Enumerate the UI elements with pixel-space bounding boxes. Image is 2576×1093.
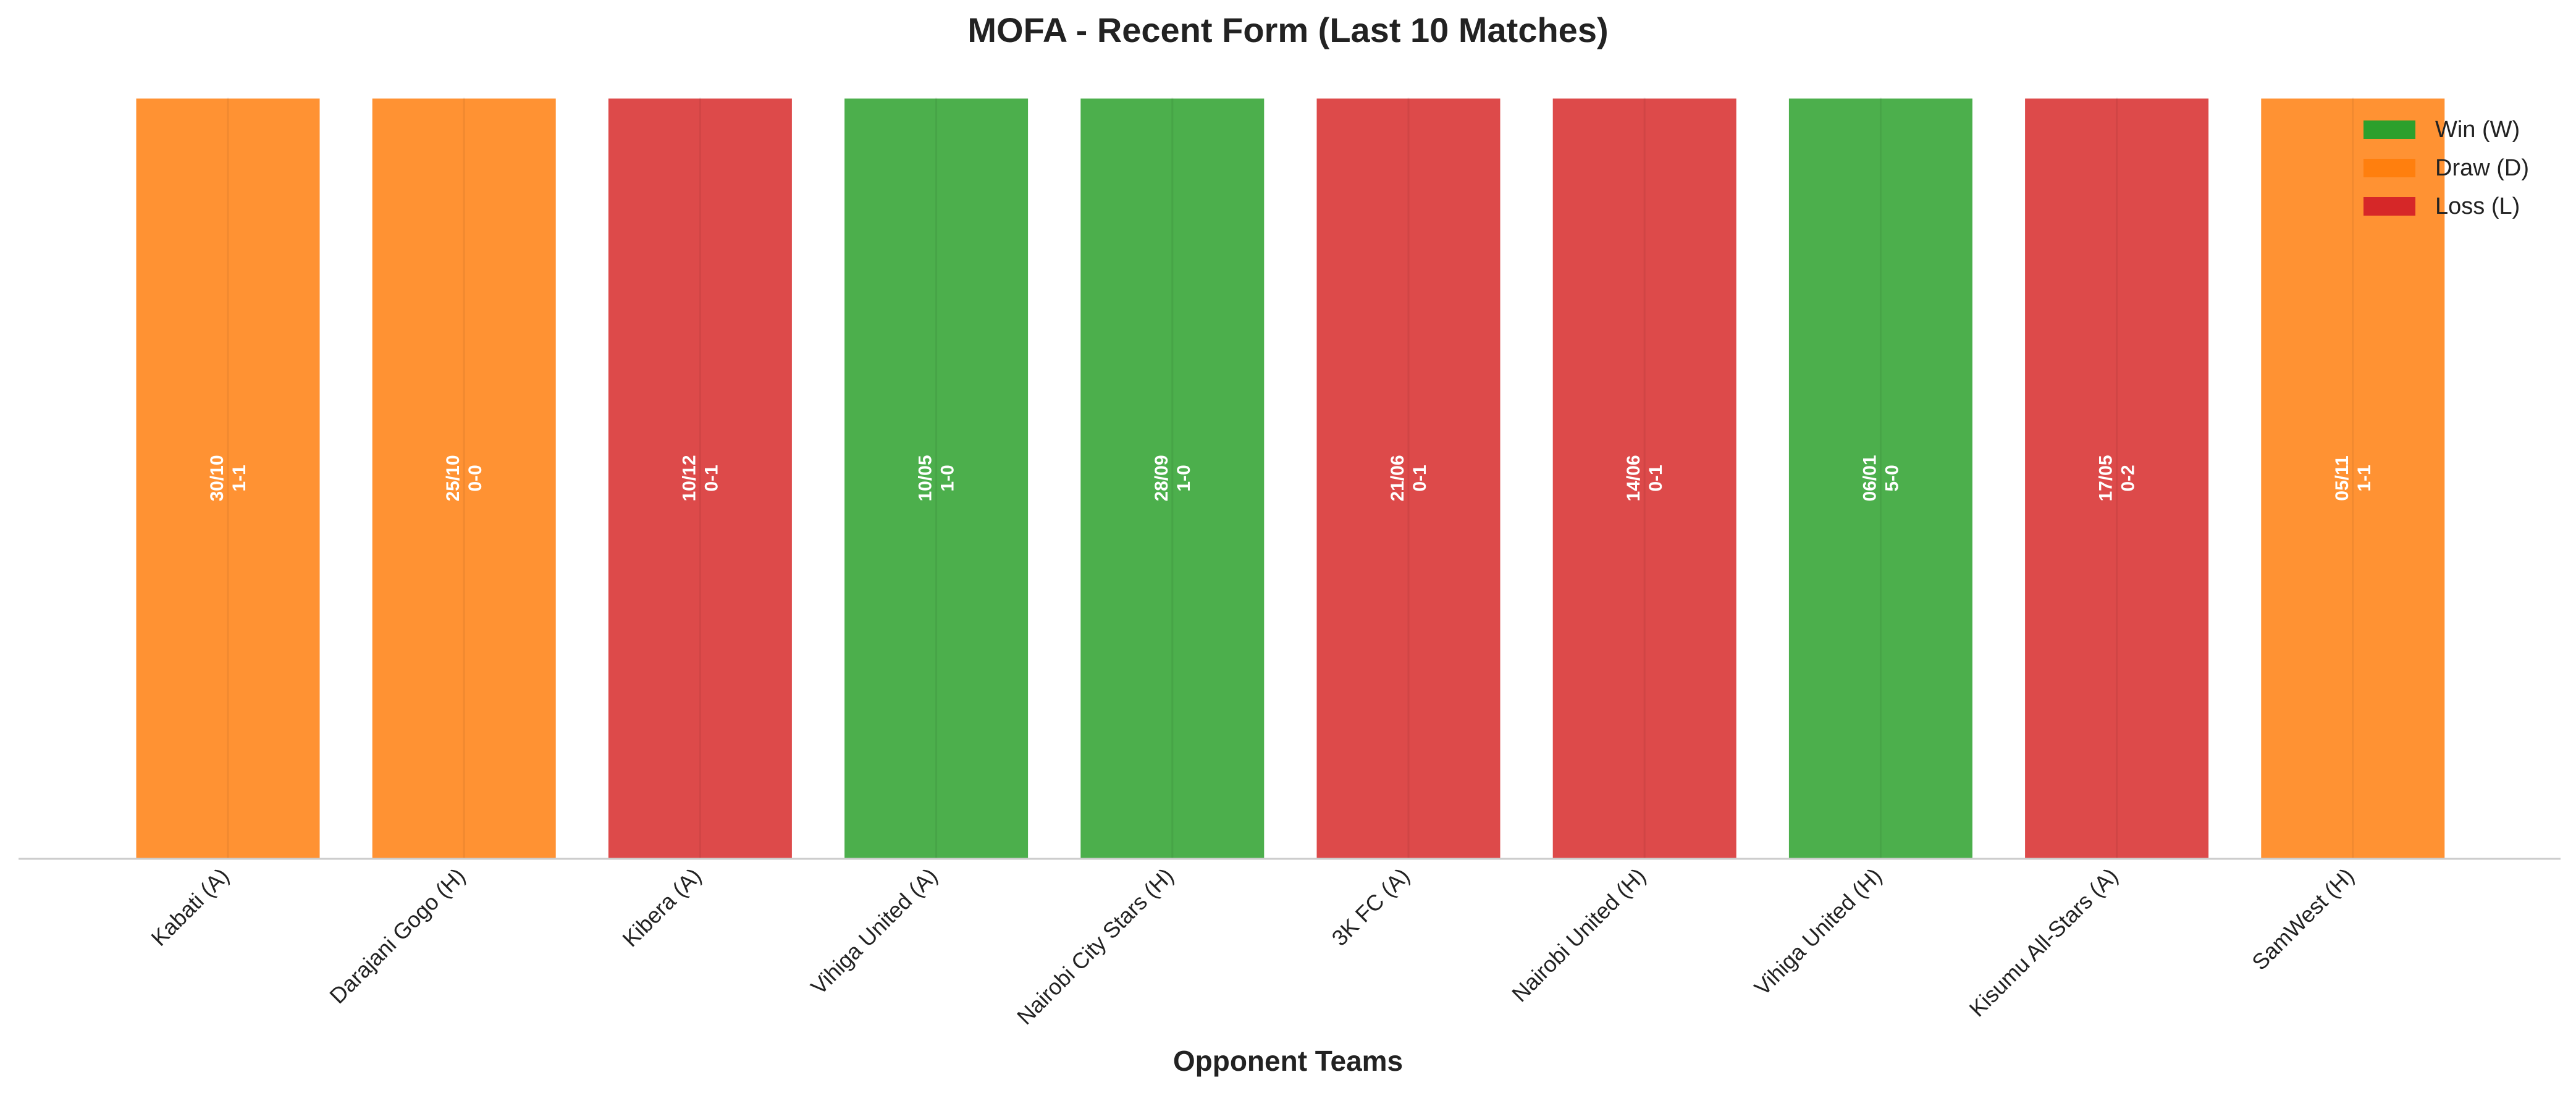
legend-label-l: Loss (L) [2435,193,2520,219]
bar-score-7: 0-1 [1646,465,1666,491]
bar-label-9: 17/05 0-2 [2096,455,2139,501]
bar-date-9: 17/05 [2096,455,2116,501]
bar-score-8: 5-0 [1882,465,1902,491]
x-tick-label-8: Vihiga United (H) [1749,863,1887,1000]
x-tick-label-6: 3K FC (A) [1327,863,1415,951]
bar-5 [1079,96,1266,860]
bar-date-10: 05/11 [2332,455,2352,500]
bar-label-5: 28/09 1-0 [1151,455,1194,501]
x-tick-label-7: Nairobi United (H) [1507,863,1651,1007]
x-tick-label-5: Nairobi City Stars (H) [1012,863,1178,1029]
bar-score-10: 1-1 [2354,465,2375,491]
legend: Win (W) Draw (D) Loss (L) [2363,117,2529,219]
bar-6 [1315,96,1502,860]
bar-label-3: 10/12 0-1 [679,455,722,501]
x-tick-label-3: Kibera (A) [617,863,706,952]
bar-date-3: 10/12 [679,455,699,501]
bar-score-3: 0-1 [701,465,722,491]
bar-10 [2259,96,2447,860]
bar-label-1: 30/10 1-1 [207,455,250,501]
bar-score-2: 0-0 [465,465,486,491]
bar-label-6: 21/06 0-1 [1387,455,1430,501]
x-axis-label: Opponent Teams [1173,1045,1403,1077]
legend-label-w: Win (W) [2435,117,2520,143]
x-tick-label-1: Kabati (A) [146,863,234,951]
x-tick-label-4: Vihiga United (A) [806,863,942,1000]
bar-score-9: 0-2 [2118,465,2139,491]
bar-4 [843,96,1030,860]
x-tick-label-10: SamWest (H) [2247,863,2359,975]
bar-score-6: 0-1 [1410,465,1430,491]
bar-score-4: 1-0 [938,465,958,491]
bar-date-7: 14/06 [1623,455,1644,501]
bar-7 [1551,96,1738,860]
bar-label-8: 06/01 5-0 [1859,455,1902,501]
bar-score-5: 1-0 [1174,465,1194,491]
bar-label-4: 10/05 1-0 [915,455,958,501]
bars-group: 30/10 1-1 25/10 0-0 10/12 0-1 10/05 1-0 28/09 1-0… [134,96,2447,860]
bar-1 [134,96,322,860]
x-tick-label-2: Darajani Gogo (H) [324,863,470,1009]
x-tick-label-9: Kisumu All-Stars (A) [1964,863,2123,1022]
x-tick-labels: Kabati (A) Darajani Gogo (H) Kibera (A) Vih… [146,863,2359,1029]
legend-swatch-d [2363,159,2415,177]
legend-swatch-w [2363,120,2415,139]
bar-2 [370,96,558,860]
bar-date-6: 21/06 [1387,455,1408,501]
bar-label-7: 14/06 0-1 [1623,455,1666,501]
bar-label-10: 05/11 1-1 [2332,455,2375,500]
bar-date-8: 06/01 [1859,455,1880,501]
bar-date-5: 28/09 [1151,455,1172,501]
chart-title: MOFA - Recent Form (Last 10 Matches) [967,11,1608,49]
bar-date-2: 25/10 [443,455,463,501]
bar-label-2: 25/10 0-0 [443,455,486,501]
legend-label-d: Draw (D) [2435,155,2529,181]
bar-date-1: 30/10 [207,455,227,501]
bar-3 [606,96,794,860]
bar-score-1: 1-1 [229,465,250,491]
legend-swatch-l [2363,197,2415,216]
bar-date-4: 10/05 [915,455,936,501]
